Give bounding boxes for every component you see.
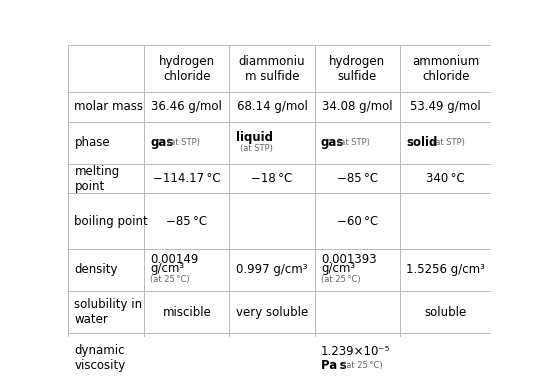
Text: −18 °C: −18 °C <box>252 172 293 185</box>
Text: 0.997 g/cm³: 0.997 g/cm³ <box>236 263 308 276</box>
Text: (at STP): (at STP) <box>240 144 273 153</box>
Text: 34.08 g/mol: 34.08 g/mol <box>322 100 393 113</box>
Text: very soluble: very soluble <box>236 306 308 319</box>
Text: gas: gas <box>150 136 174 149</box>
Text: hydrogen
sulfide: hydrogen sulfide <box>329 55 385 83</box>
Text: liquid: liquid <box>236 131 272 144</box>
Text: 68.14 g/mol: 68.14 g/mol <box>236 100 307 113</box>
Text: miscible: miscible <box>162 306 211 319</box>
Text: solid: solid <box>406 136 437 149</box>
Text: (at 25 °C): (at 25 °C) <box>150 275 190 283</box>
Text: 1.5256 g/cm³: 1.5256 g/cm³ <box>406 263 485 276</box>
Text: −85 °C: −85 °C <box>167 215 207 227</box>
Text: −85 °C: −85 °C <box>337 172 378 185</box>
Text: (at STP): (at STP) <box>337 138 370 147</box>
Text: 53.49 g/mol: 53.49 g/mol <box>410 100 481 113</box>
Text: boiling point: boiling point <box>74 215 148 227</box>
Text: 340 °C: 340 °C <box>426 172 465 185</box>
Text: gas: gas <box>321 136 345 149</box>
Text: dynamic
viscosity: dynamic viscosity <box>74 345 126 373</box>
Text: (at 25 °C): (at 25 °C) <box>342 361 382 370</box>
Text: (at 25 °C): (at 25 °C) <box>321 275 360 283</box>
Text: (at STP): (at STP) <box>432 138 465 147</box>
Text: 36.46 g/mol: 36.46 g/mol <box>151 100 222 113</box>
Text: Pa s: Pa s <box>321 359 347 372</box>
Text: 1.239×10⁻⁵: 1.239×10⁻⁵ <box>321 345 390 358</box>
Text: soluble: soluble <box>425 306 467 319</box>
Text: g/cm³: g/cm³ <box>150 262 185 275</box>
Text: hydrogen
chloride: hydrogen chloride <box>159 55 215 83</box>
Text: melting
point: melting point <box>74 165 120 193</box>
Text: −60 °C: −60 °C <box>337 215 378 227</box>
Text: diammoniu
m sulfide: diammoniu m sulfide <box>239 55 305 83</box>
Text: 0.00149: 0.00149 <box>150 253 199 266</box>
Text: density: density <box>74 263 118 276</box>
Text: molar mass: molar mass <box>74 100 144 113</box>
Text: 0.001393: 0.001393 <box>321 253 377 266</box>
Text: (at STP): (at STP) <box>167 138 200 147</box>
Text: solubility in
water: solubility in water <box>74 298 143 326</box>
Text: −114.17 °C: −114.17 °C <box>153 172 221 185</box>
Text: ammonium
chloride: ammonium chloride <box>412 55 479 83</box>
Text: g/cm³: g/cm³ <box>321 262 355 275</box>
Text: phase: phase <box>74 136 110 149</box>
